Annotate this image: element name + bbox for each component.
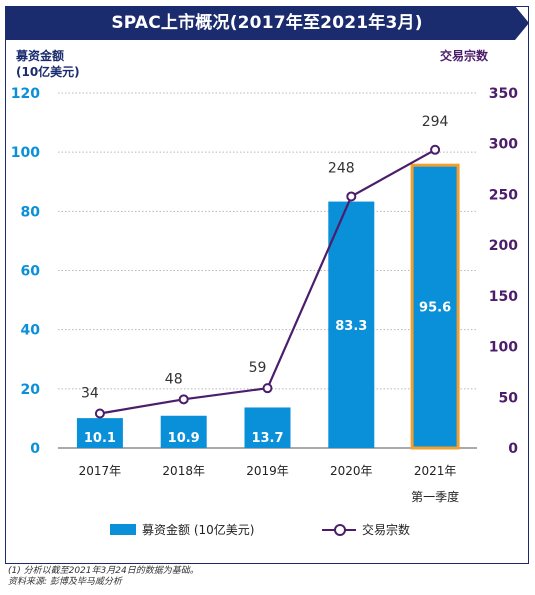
legend-bar-label: 募资金额 (10亿美元) bbox=[142, 523, 255, 537]
bar bbox=[76, 418, 123, 448]
left-axis-tick-label: 120 bbox=[11, 86, 40, 102]
legend-bar-swatch bbox=[110, 524, 136, 535]
chart-plot: 0 20 40 60 80 100 120 0 50 100 150 200 250 300 350 10.1… bbox=[11, 86, 519, 504]
left-axis-tick-label: 60 bbox=[21, 264, 41, 280]
right-axis-tick-label: 200 bbox=[489, 238, 518, 254]
line-value-label: 34 bbox=[81, 386, 99, 402]
right-axis-tick-label: 250 bbox=[489, 187, 518, 203]
bar bbox=[160, 415, 207, 448]
right-axis-tick-label: 150 bbox=[489, 289, 518, 305]
left-axis-title-line2: (10亿美元) bbox=[16, 65, 80, 79]
bar-value-label: 13.7 bbox=[251, 431, 283, 446]
right-axis-tick-label: 100 bbox=[489, 340, 518, 356]
right-axis-title: 交易宗数 bbox=[440, 49, 489, 63]
right-axis-tick-label: 50 bbox=[499, 390, 519, 406]
chart-title: SPAC上市概况(2017年至2021年3月) bbox=[111, 13, 423, 33]
right-axis-tick-label: 0 bbox=[508, 441, 518, 457]
line-value-label: 248 bbox=[328, 160, 355, 176]
left-axis-tick-label: 20 bbox=[21, 382, 41, 398]
line-value-label: 59 bbox=[249, 360, 267, 376]
right-axis-tick-label: 300 bbox=[489, 137, 518, 153]
chart-frame bbox=[5, 6, 529, 564]
bar bbox=[244, 407, 291, 448]
left-axis-tick-label: 0 bbox=[30, 441, 40, 457]
bar-value-label: 95.6 bbox=[419, 301, 451, 316]
bar-value-label: 10.9 bbox=[168, 431, 200, 446]
legend-line-label: 交易宗数 bbox=[362, 523, 411, 537]
x-axis-tick-label: 2019年 bbox=[246, 464, 289, 478]
x-axis-tick-label: 2017年 bbox=[79, 464, 122, 478]
bar-value-label: 83.3 bbox=[335, 319, 367, 334]
chart-legend: 募资金额 (10亿美元) 交易宗数 bbox=[0, 521, 535, 539]
title-banner bbox=[5, 6, 529, 40]
line-point bbox=[262, 383, 273, 394]
x-axis-tick-label: 2021年 bbox=[414, 464, 457, 478]
footnote-note: (1) 分析以截至2021年3月24日的数据为基础。 bbox=[8, 566, 199, 576]
footnote: (1) 分析以截至2021年3月24日的数据为基础。 资料来源: 彭博及毕马威分… bbox=[8, 566, 199, 588]
x-axis-tick-label: 2020年 bbox=[330, 464, 373, 478]
line-point bbox=[346, 191, 357, 202]
left-axis-title: 募资金额 (10亿美元) bbox=[16, 48, 106, 80]
left-axis-title-line1: 募资金额 bbox=[16, 49, 65, 63]
line-point bbox=[94, 408, 105, 419]
left-axis-tick-label: 80 bbox=[21, 204, 41, 220]
bar bbox=[410, 163, 460, 450]
left-axis-tick-label: 100 bbox=[11, 145, 40, 161]
line-point bbox=[430, 144, 441, 155]
x-axis-sublabel: 第一季度 bbox=[411, 489, 459, 504]
line-series bbox=[99, 148, 436, 415]
footnote-source: 资料来源: 彭博及毕马威分析 bbox=[8, 577, 122, 587]
line-value-label: 294 bbox=[422, 114, 449, 130]
bar-value-label: 10.1 bbox=[84, 431, 116, 446]
line-point bbox=[178, 394, 189, 405]
line-value-label: 48 bbox=[165, 371, 183, 387]
right-axis-tick-label: 350 bbox=[489, 86, 518, 102]
bar bbox=[328, 201, 375, 448]
legend-line-marker bbox=[334, 524, 346, 536]
x-axis-tick-label: 2018年 bbox=[162, 464, 205, 478]
left-axis-tick-label: 40 bbox=[21, 323, 41, 339]
